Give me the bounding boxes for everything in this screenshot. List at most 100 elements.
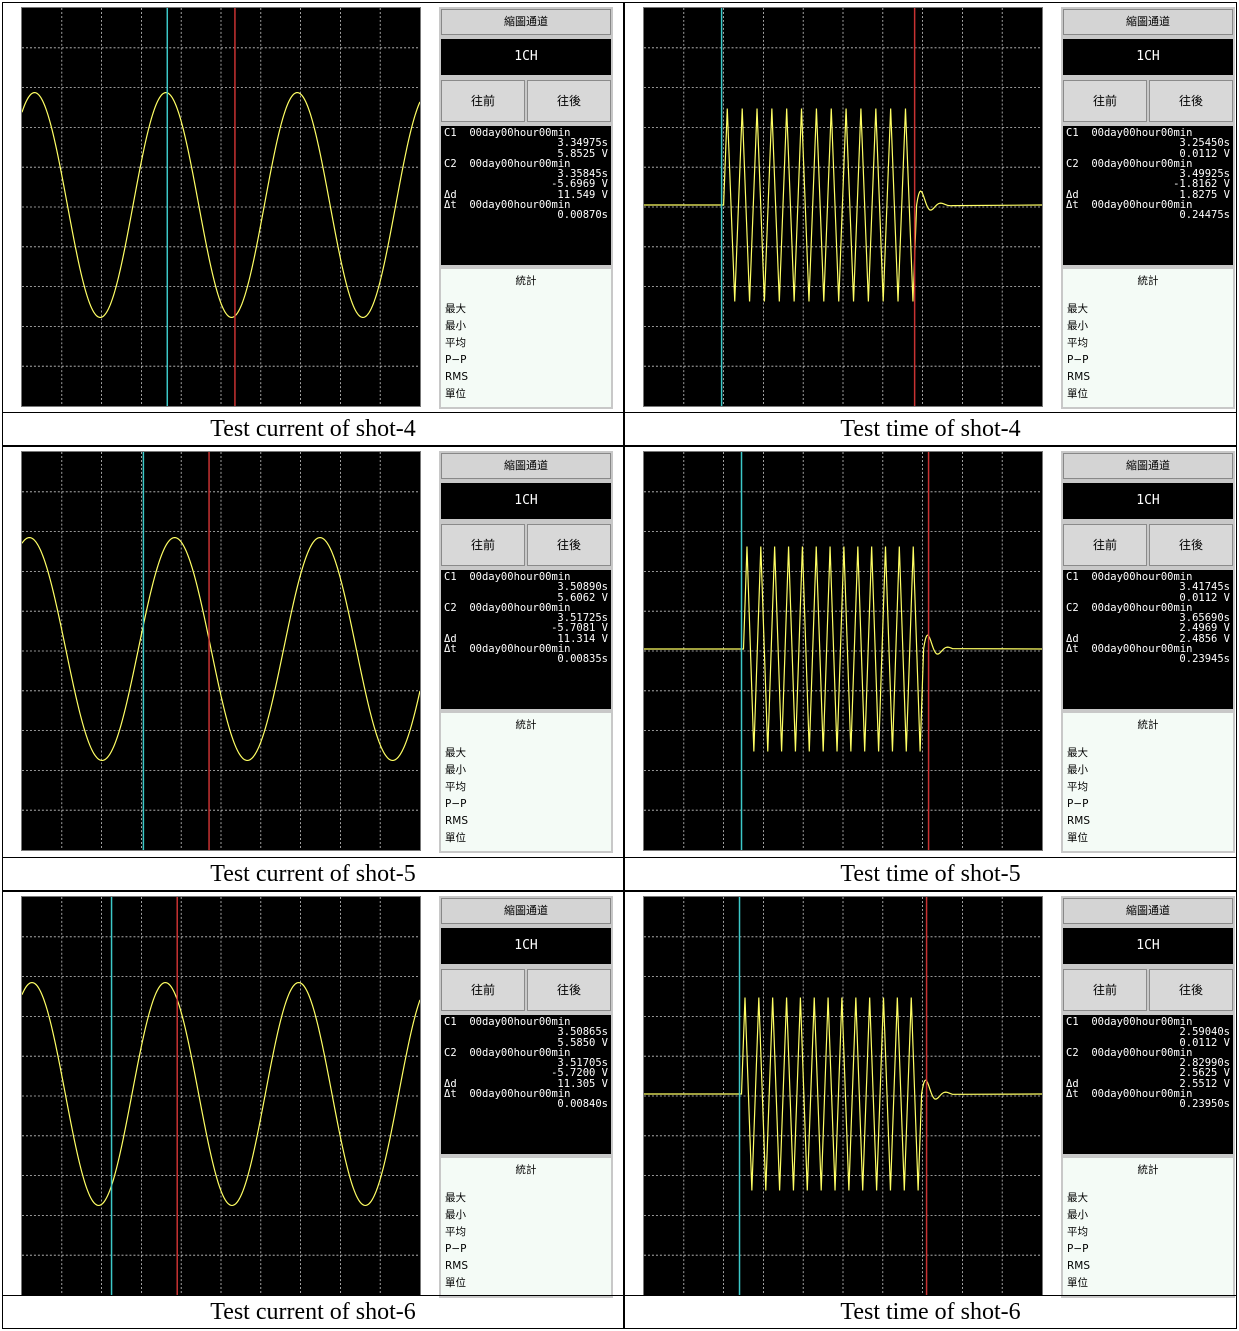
control-panel: 縮圖通道 1CH 往前 往後 C1 00day00hour00min 3.25450s 0.…	[1061, 7, 1235, 409]
c2-label: C2	[444, 602, 457, 614]
prev-button[interactable]: 往前	[1063, 80, 1147, 122]
cursor-readout: C1 00day00hour00min 3.41745s 0.0112 V C2 00…	[1063, 570, 1233, 709]
statistics-item: 單位	[1067, 832, 1088, 844]
c1-value: 5.6062 V	[557, 592, 608, 603]
prev-button[interactable]: 往前	[441, 969, 525, 1011]
c2-value: 2.4969 V	[1179, 623, 1230, 634]
c2-value: -5.6969 V	[551, 179, 608, 190]
c2-label: C2	[1066, 602, 1079, 614]
statistics-item: P−P	[445, 1243, 467, 1255]
current-waveform-screen	[21, 7, 421, 407]
delta-d-value: 11.549 V	[557, 189, 608, 201]
c2-date: 00day00hour00min	[1091, 158, 1193, 170]
c1-time: 3.25450s	[1179, 138, 1230, 149]
control-panel: 縮圖通道 1CH 往前 往後 C1 00day00hour00min 3.50890s 5.…	[439, 451, 613, 853]
next-button[interactable]: 往後	[527, 80, 611, 122]
statistics-item: 最大	[1067, 747, 1088, 759]
control-panel: 縮圖通道 1CH 往前 往後 C1 00day00hour00min 2.59040s 0.…	[1061, 896, 1235, 1298]
oscilloscope-plot	[22, 8, 420, 406]
delta-t-value: 0.00870s	[557, 210, 608, 221]
prev-button[interactable]: 往前	[441, 80, 525, 122]
c1-date: 00day00hour00min	[469, 128, 571, 139]
readout-row: 0.0112 V	[1066, 1038, 1230, 1048]
next-button[interactable]: 往後	[1149, 969, 1233, 1011]
shot-time-cell: 縮圖通道 1CH 往前 往後 C1 00day00hour00min 2.59040s 0.…	[624, 891, 1237, 1329]
next-button[interactable]: 往後	[527, 969, 611, 1011]
readout-row: Δd 2.4856 V	[1066, 634, 1230, 644]
c1-value: 0.0112 V	[1179, 1037, 1230, 1048]
statistics-item: 最小	[445, 764, 466, 776]
statistics-title: 統計	[1137, 719, 1159, 731]
readout-row: Δt 00day00hour00min	[444, 644, 608, 654]
prev-button[interactable]: 往前	[1063, 524, 1147, 566]
readout-row: 0.00870s	[444, 210, 608, 220]
delta-d-value: 2.5512 V	[1179, 1078, 1230, 1090]
statistics-item: P−P	[445, 354, 467, 366]
channel-display: 1CH	[1063, 483, 1233, 519]
delta-t-label: Δt	[1066, 200, 1079, 211]
time-waveform-screen	[643, 451, 1043, 851]
statistics-box: 統計 最大 最小 平均 P−P RMS 單位	[1063, 713, 1233, 851]
statistics-title: 統計	[1137, 275, 1159, 287]
grid-lines	[22, 8, 420, 406]
statistics-item: P−P	[1067, 1243, 1089, 1255]
c2-date: 00day00hour00min	[469, 1047, 571, 1059]
delta-t-value: 0.00840s	[557, 1099, 608, 1110]
channel-display: 1CH	[441, 483, 611, 519]
oscilloscope-plot	[644, 452, 1042, 850]
readout-row: C2 00day00hour00min	[444, 603, 608, 613]
control-panel: 縮圖通道 1CH 往前 往後 C1 00day00hour00min 3.50865s 5.…	[439, 896, 613, 1298]
caption: Test current of shot-6	[3, 1295, 623, 1329]
c2-value: -1.8162 V	[1173, 179, 1230, 190]
statistics-item: 單位	[1067, 1277, 1088, 1289]
waveform-trace	[644, 546, 1042, 752]
c2-date: 00day00hour00min	[1091, 1047, 1193, 1059]
delta-t-date: 00day00hour00min	[1091, 200, 1193, 211]
c2-time: 2.82990s	[1179, 1058, 1230, 1069]
delta-d-label: Δd	[1066, 633, 1079, 645]
c1-value: 0.0112 V	[1179, 148, 1230, 159]
c1-time: 2.59040s	[1179, 1027, 1230, 1038]
c2-time: 3.35845s	[557, 169, 608, 180]
statistics-title: 統計	[515, 275, 537, 287]
waveform-trace	[22, 981, 420, 1207]
readout-row: 3.34975s	[444, 138, 608, 148]
readout-row: Δt 00day00hour00min	[1066, 1089, 1230, 1099]
control-panel: 縮圖通道 1CH 往前 往後 C1 00day00hour00min 3.34975s 5.…	[439, 7, 613, 409]
readout-row: 3.65690s	[1066, 613, 1230, 623]
caption: Test current of shot-5	[3, 857, 623, 891]
channel-display: 1CH	[441, 928, 611, 964]
c2-value: -5.7200 V	[551, 1068, 608, 1079]
c2-time: 3.65690s	[1179, 613, 1230, 624]
next-button[interactable]: 往後	[1149, 80, 1233, 122]
readout-row: 3.50865s	[444, 1027, 608, 1037]
delta-d-value: 11.305 V	[557, 1078, 608, 1090]
c2-label: C2	[1066, 158, 1079, 170]
shot-current-cell: 縮圖通道 1CH 往前 往後 C1 00day00hour00min 3.50865s 5.…	[2, 891, 624, 1329]
panel-title: 縮圖通道	[1063, 898, 1233, 924]
oscilloscope-plot	[22, 897, 420, 1295]
panel-title: 縮圖通道	[1063, 9, 1233, 35]
statistics-box: 統計 最大 最小 平均 P−P RMS 單位	[441, 269, 611, 407]
delta-d-label: Δd	[444, 189, 457, 201]
readout-row: 0.0112 V	[1066, 149, 1230, 159]
prev-button[interactable]: 往前	[1063, 969, 1147, 1011]
c2-value: -5.7081 V	[551, 623, 608, 634]
cursor-readout: C1 00day00hour00min 3.50865s 5.5850 V C2 00…	[441, 1015, 611, 1154]
c1-label: C1	[1066, 1017, 1079, 1028]
readout-row: 3.51705s	[444, 1058, 608, 1068]
readout-row: 3.50890s	[444, 582, 608, 592]
next-button[interactable]: 往後	[1149, 524, 1233, 566]
c2-value: 2.5625 V	[1179, 1068, 1230, 1079]
readout-row: C2 00day00hour00min	[444, 1048, 608, 1058]
panel-title: 縮圖通道	[441, 898, 611, 924]
statistics-item: 平均	[1067, 337, 1088, 349]
c1-label: C1	[1066, 572, 1079, 583]
delta-d-label: Δd	[1066, 1078, 1079, 1090]
delta-d-value: 11.314 V	[557, 633, 608, 645]
next-button[interactable]: 往後	[527, 524, 611, 566]
delta-t-label: Δt	[444, 1089, 457, 1100]
c1-label: C1	[444, 572, 457, 583]
readout-row: C1 00day00hour00min	[444, 128, 608, 138]
prev-button[interactable]: 往前	[441, 524, 525, 566]
